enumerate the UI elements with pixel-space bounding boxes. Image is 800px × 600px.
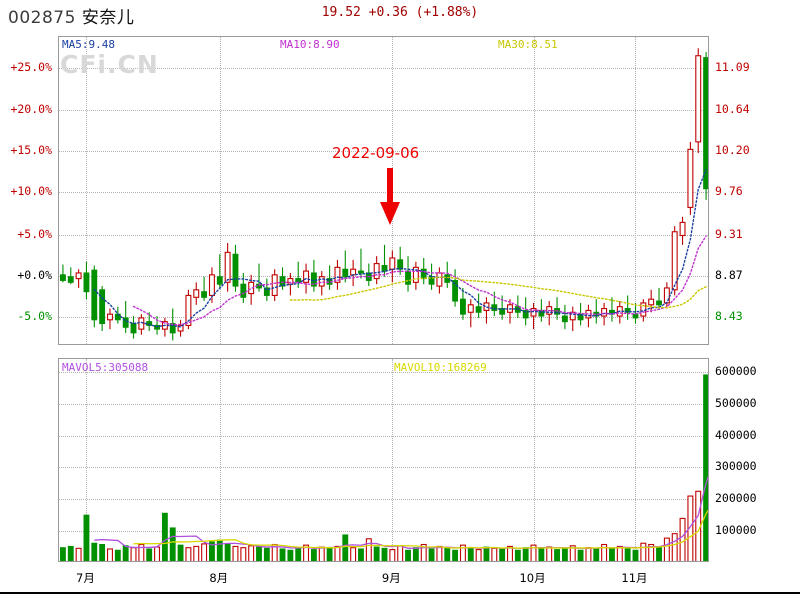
price-axis-label-left: +25.0%: [10, 59, 52, 74]
ticker-code: 002875: [8, 8, 76, 28]
price-gridline-h: [59, 110, 708, 112]
price-gridline-h: [59, 192, 708, 194]
ticker-header: 002875 安奈儿: [8, 3, 134, 28]
price-axis-label-left: +10.0%: [10, 184, 52, 199]
volume-gridline-h: [59, 499, 708, 501]
volume-gridline-v: [533, 359, 535, 561]
volume-gridline-h: [59, 531, 708, 533]
price-axis-label-right: 9.76: [715, 184, 743, 199]
volume-axis-label: 100000: [715, 523, 757, 538]
price-ma-legend-ma30: MA30:8.51: [498, 38, 558, 51]
price-axis-label-right: 11.09: [715, 59, 750, 74]
price-axis-label-left: +0.0%: [17, 267, 52, 282]
quote-summary: 19.52 +0.36 (+1.88%): [321, 5, 479, 20]
price-axis-label-left: +5.0%: [17, 226, 52, 241]
volume-gridline-h: [59, 403, 708, 405]
down-arrow-icon: [379, 168, 401, 226]
price-gridline-h: [59, 275, 708, 277]
price-axis-label-left: +20.0%: [10, 102, 52, 117]
annotation-label: 2022-09-06: [332, 144, 420, 162]
price-gridline-v: [533, 37, 535, 344]
volume-chart-panel[interactable]: [58, 358, 709, 562]
x-axis-month-label: 11月: [621, 571, 648, 585]
x-axis-month-label: 10月: [519, 571, 546, 585]
price-axis-label-right: 10.64: [715, 102, 750, 117]
price-axis-label-right: 9.31: [715, 226, 743, 241]
price-gridline-v: [219, 37, 221, 344]
price-axis-label-right: 8.43: [715, 308, 743, 323]
volume-axis-label: 200000: [715, 491, 757, 506]
volume-plot-area: [59, 359, 708, 561]
volume-gridline-h: [59, 371, 708, 373]
volume-ma-legend-mavol10: MAVOL10:168269: [394, 361, 487, 374]
volume-gridline-v: [635, 359, 637, 561]
price-gridline-v: [86, 37, 88, 344]
price-gridline-h: [59, 316, 708, 318]
price-axis-label-right: 10.20: [715, 143, 750, 158]
price-axis-label-left: -5.0%: [17, 308, 52, 323]
price-axis-label-left: +15.0%: [10, 143, 52, 158]
volume-gridline-h: [59, 435, 708, 437]
volume-gridline-v: [86, 359, 88, 561]
volume-axis-label: 400000: [715, 427, 757, 442]
volume-gridline-v: [392, 359, 394, 561]
volume-axis-label: 600000: [715, 363, 757, 378]
price-gridline-h: [59, 234, 708, 236]
price-plot-area: [59, 37, 708, 344]
volume-axis-label: 300000: [715, 459, 757, 474]
volume-bar-series: [59, 359, 708, 561]
price-chart-panel[interactable]: [58, 36, 709, 345]
bottom-divider: [0, 592, 800, 594]
x-axis-month-label: 7月: [76, 571, 95, 585]
candlestick-series: [59, 37, 708, 344]
price-ma-legend-ma10: MA10:8.90: [280, 38, 340, 51]
ticker-name: 安奈儿: [81, 8, 135, 28]
volume-gridline-v: [219, 359, 221, 561]
price-gridline-h: [59, 67, 708, 69]
x-axis-month-label: 9月: [381, 571, 401, 585]
price-ma-legend-ma5: MA5:9.48: [62, 38, 115, 51]
volume-ma-legend-mavol5: MAVOL5:305088: [62, 361, 149, 374]
x-axis-month-label: 8月: [209, 571, 229, 585]
volume-axis-label: 500000: [715, 395, 757, 410]
volume-gridline-h: [59, 467, 708, 469]
price-gridline-v: [635, 37, 637, 344]
price-axis-label-right: 8.87: [715, 267, 743, 282]
price-gridline-h: [59, 151, 708, 153]
